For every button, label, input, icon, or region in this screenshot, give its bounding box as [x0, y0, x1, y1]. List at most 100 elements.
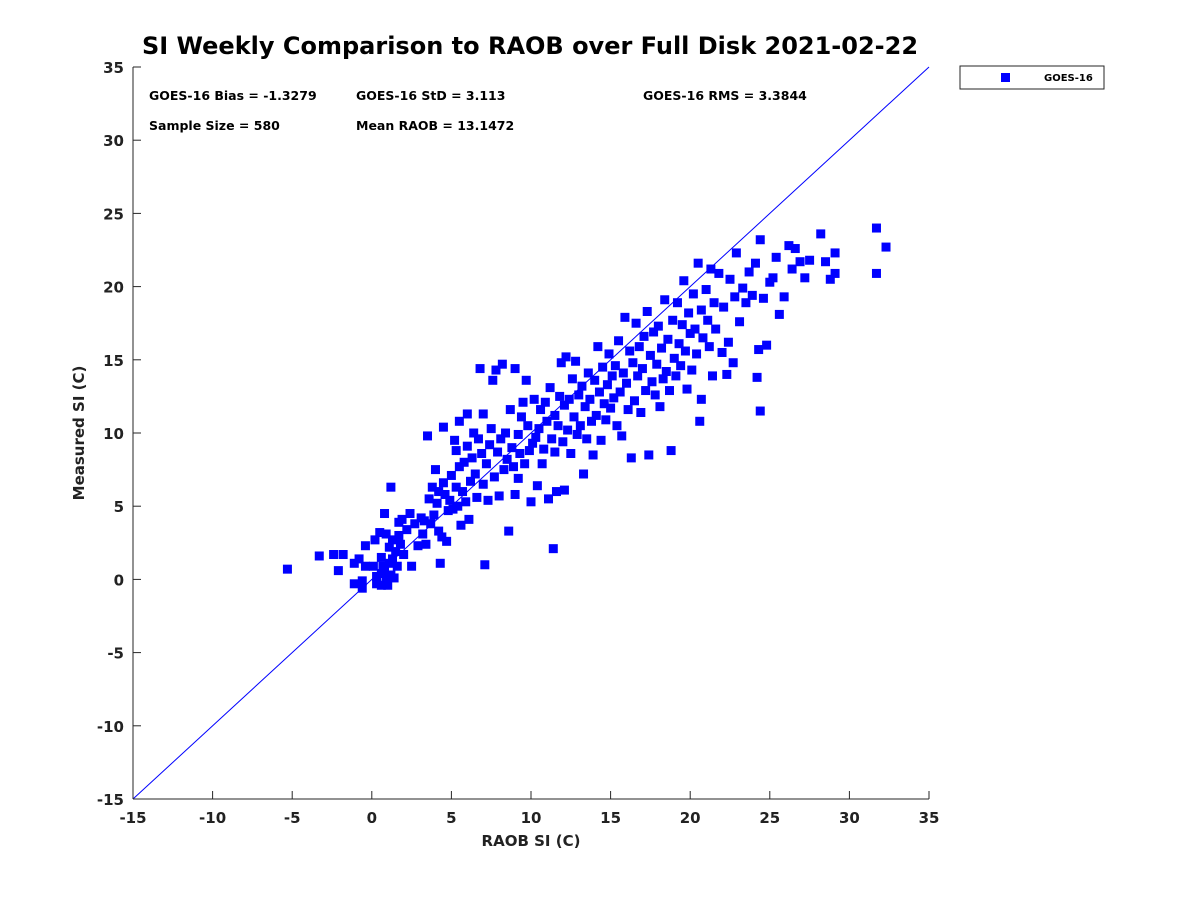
data-point: [666, 446, 676, 456]
data-point: [419, 516, 429, 526]
data-point: [660, 295, 670, 305]
data-point: [523, 421, 533, 431]
data-point: [711, 324, 721, 334]
data-point: [383, 580, 393, 590]
data-point: [528, 438, 538, 448]
data-point: [692, 349, 702, 359]
data-point: [696, 305, 706, 315]
data-point: [703, 315, 713, 325]
data-point: [550, 447, 560, 457]
data-point: [333, 566, 343, 576]
data-point: [704, 342, 714, 352]
stat-rms: GOES-16 RMS = 3.3844: [643, 88, 807, 103]
data-point: [707, 371, 717, 381]
data-point: [462, 441, 472, 451]
data-point: [483, 495, 493, 505]
data-point: [381, 529, 391, 539]
data-point: [618, 368, 628, 378]
data-point: [594, 387, 604, 397]
data-point: [610, 361, 620, 371]
data-point: [572, 429, 582, 439]
data-point: [637, 364, 647, 374]
data-point: [338, 550, 348, 560]
data-point: [376, 580, 386, 590]
data-point: [437, 532, 447, 542]
data-point: [825, 274, 835, 284]
data-point: [596, 435, 606, 445]
data-point: [805, 255, 815, 265]
data-point: [491, 365, 501, 375]
data-point: [747, 290, 757, 300]
data-point: [407, 561, 417, 571]
data-point: [387, 535, 397, 545]
data-point: [762, 340, 772, 350]
data-point: [513, 473, 523, 483]
data-point: [314, 551, 324, 561]
data-point: [579, 469, 589, 479]
data-points: [282, 223, 891, 593]
data-point: [722, 369, 732, 379]
data-point: [684, 308, 694, 318]
data-point: [750, 258, 760, 268]
data-point: [625, 346, 635, 356]
data-point: [606, 403, 616, 413]
x-tick-label: 25: [759, 809, 780, 827]
data-point: [617, 431, 627, 441]
data-point: [669, 353, 679, 363]
data-point: [706, 264, 716, 274]
data-point: [774, 309, 784, 319]
data-point: [507, 443, 517, 453]
data-point: [668, 315, 678, 325]
data-point: [688, 289, 698, 299]
data-point: [454, 462, 464, 472]
data-point: [448, 504, 458, 514]
data-point: [349, 579, 359, 589]
data-point: [430, 465, 440, 475]
data-point: [602, 380, 612, 390]
data-point: [599, 399, 609, 409]
data-point: [563, 425, 573, 435]
data-point: [558, 437, 568, 447]
data-point: [586, 416, 596, 426]
data-point: [515, 448, 525, 458]
data-point: [488, 375, 498, 385]
data-point: [516, 412, 526, 422]
data-point: [329, 550, 339, 560]
data-point: [672, 298, 682, 308]
data-point: [357, 583, 367, 593]
data-point: [555, 391, 565, 401]
data-point: [551, 487, 561, 497]
data-point: [451, 482, 461, 492]
data-point: [405, 509, 415, 519]
data-point: [615, 387, 625, 397]
data-point: [368, 561, 378, 571]
data-point: [623, 405, 633, 415]
data-point: [701, 285, 711, 295]
legend-marker-square: [1001, 73, 1010, 82]
data-point: [639, 331, 649, 341]
data-point: [493, 447, 503, 457]
x-axis-label: RAOB SI (C): [482, 832, 581, 850]
data-point: [360, 561, 370, 571]
data-point: [698, 333, 708, 343]
one-to-one-line: [132, 66, 930, 800]
data-point: [591, 410, 601, 420]
data-point: [387, 554, 397, 564]
data-point: [561, 352, 571, 362]
data-point: [714, 268, 724, 278]
data-point: [768, 273, 778, 283]
data-point: [695, 416, 705, 426]
data-point: [588, 450, 598, 460]
data-point: [504, 526, 514, 536]
data-point: [631, 318, 641, 328]
data-point: [653, 321, 663, 331]
data-point: [577, 381, 587, 391]
data-point: [438, 478, 448, 488]
data-point: [665, 386, 675, 396]
y-tick-label: 15: [103, 352, 124, 370]
data-point: [453, 501, 463, 511]
data-point: [679, 276, 689, 286]
legend-entry-goes16: GOES-16: [1044, 73, 1093, 84]
data-point: [489, 472, 499, 482]
data-point: [451, 446, 461, 456]
